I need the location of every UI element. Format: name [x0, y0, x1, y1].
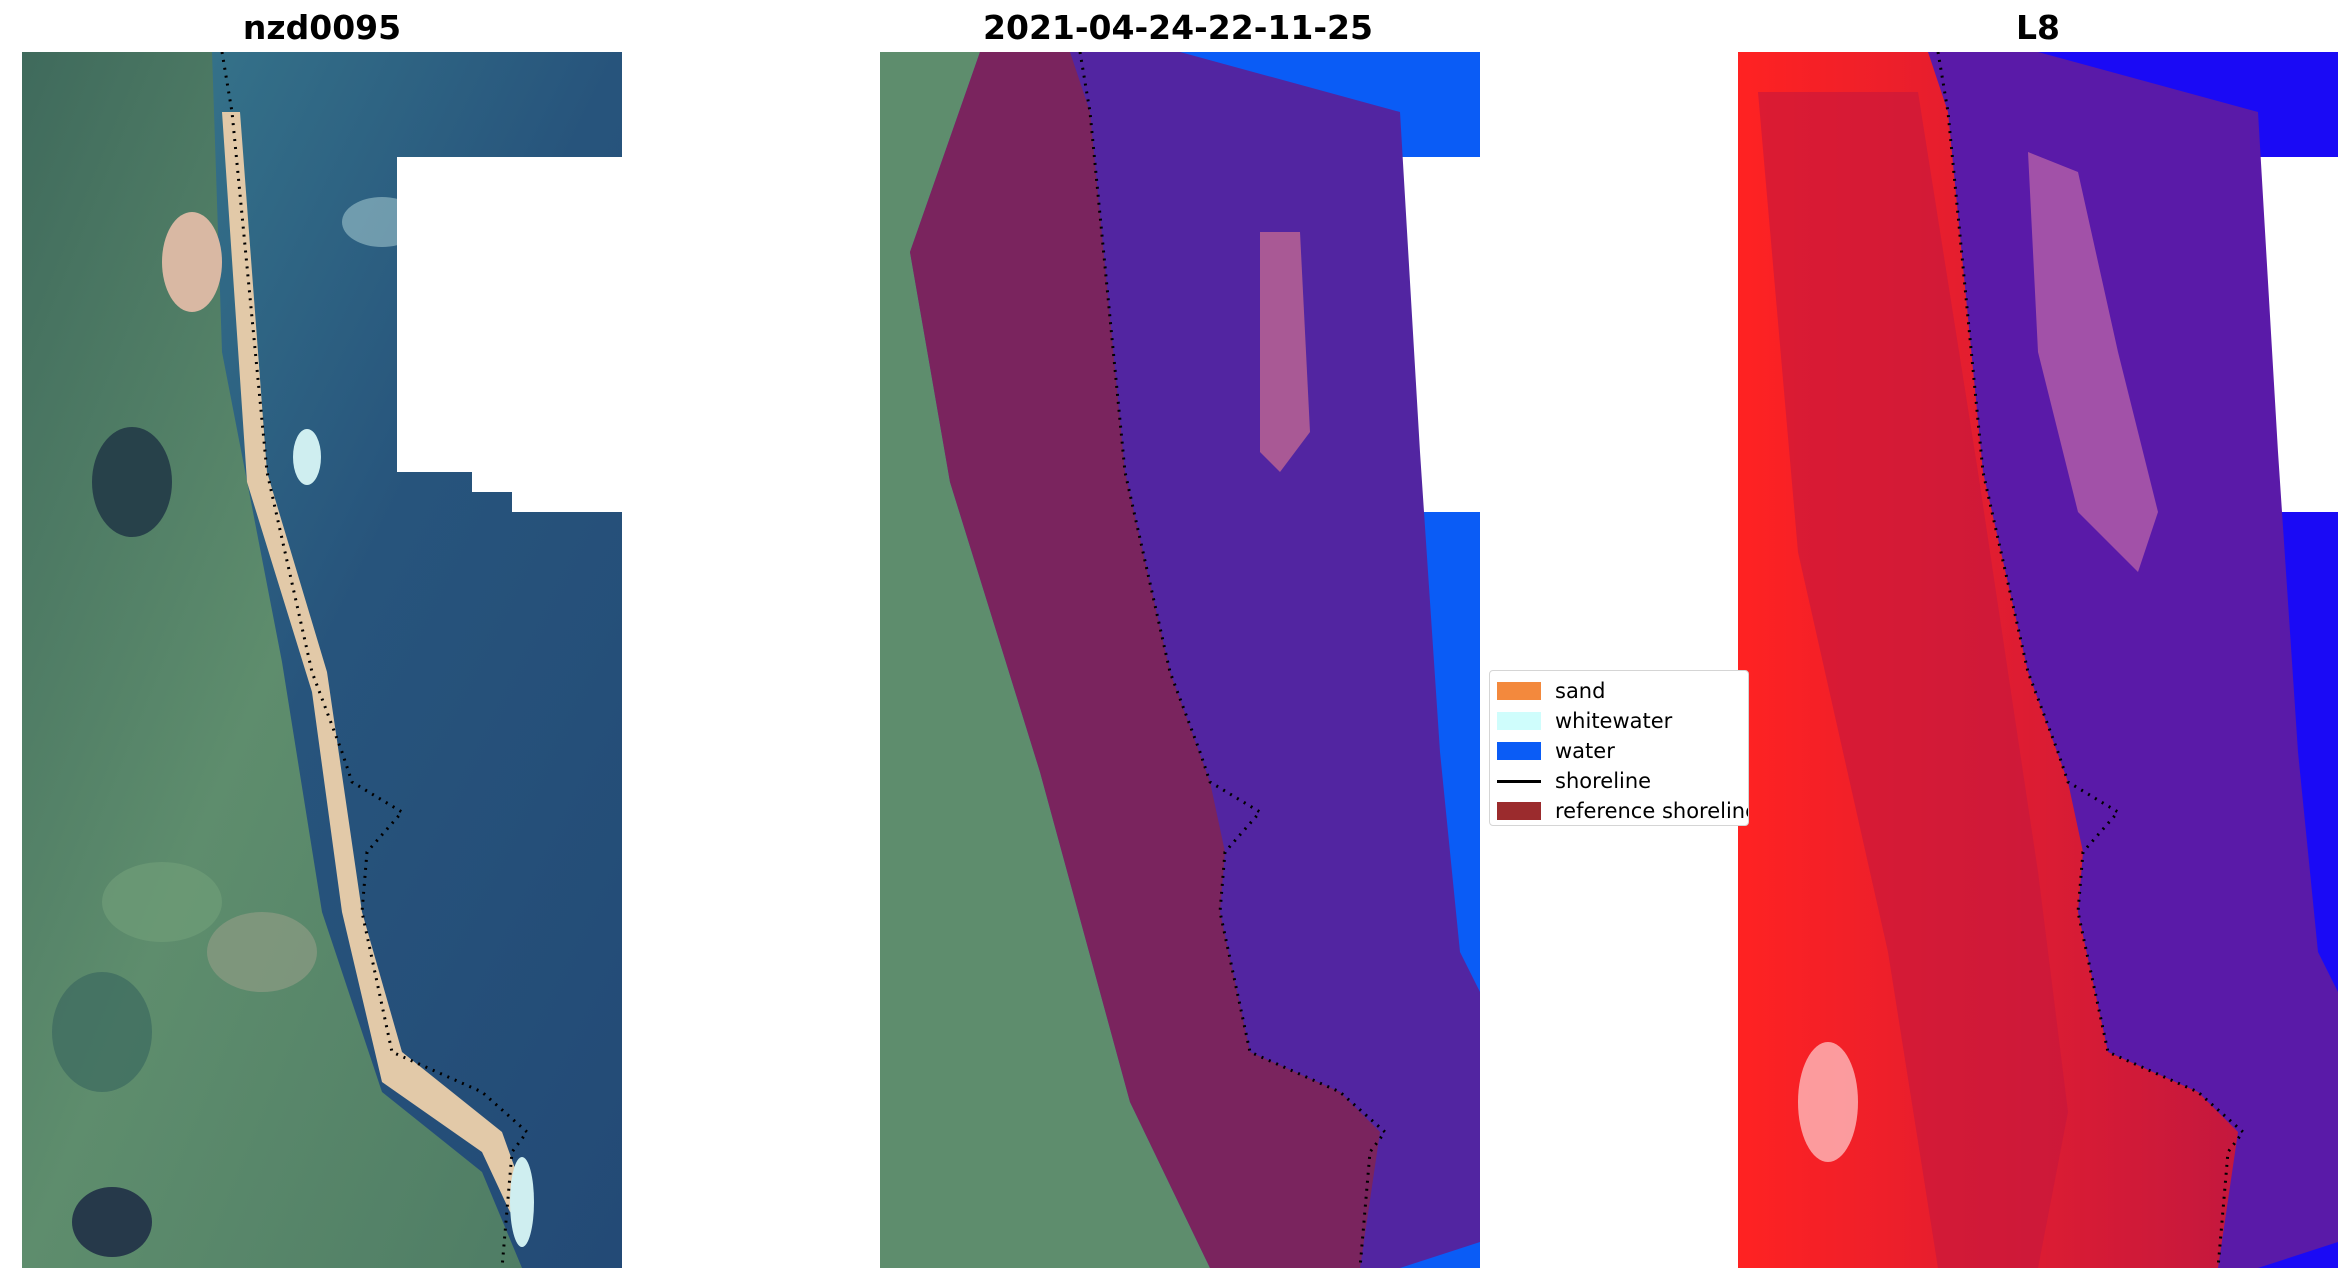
legend-item-whitewater: whitewater — [1490, 706, 1748, 736]
legend-item-reference-shoreline: reference shoreline — [1490, 796, 1749, 825]
legend-label: sand — [1555, 679, 1606, 703]
legend-label: whitewater — [1555, 709, 1673, 733]
panel-title-classified: 2021-04-24-22-11-25 — [983, 8, 1373, 47]
reference-shoreline-swatch — [1497, 802, 1541, 820]
water-swatch — [1497, 742, 1541, 760]
shoreline-line-swatch — [1497, 772, 1541, 790]
legend-label: shoreline — [1555, 769, 1652, 793]
legend-item-water: water — [1490, 736, 1748, 766]
classified-image — [880, 52, 1480, 1268]
legend-label: water — [1555, 739, 1615, 763]
panel-title-index: L8 — [2016, 8, 2060, 47]
legend: sand whitewater water shoreline referenc… — [1489, 670, 1749, 826]
whitewater-swatch — [1497, 712, 1541, 730]
rgb-satellite-image — [22, 52, 622, 1268]
legend-label: reference shoreline — [1555, 799, 1749, 823]
index-image — [1738, 52, 2338, 1268]
sand-swatch — [1497, 682, 1541, 700]
legend-item-shoreline: shoreline — [1490, 766, 1748, 796]
legend-item-sand: sand — [1490, 676, 1748, 706]
panel-title-rgb: nzd0095 — [242, 8, 402, 47]
